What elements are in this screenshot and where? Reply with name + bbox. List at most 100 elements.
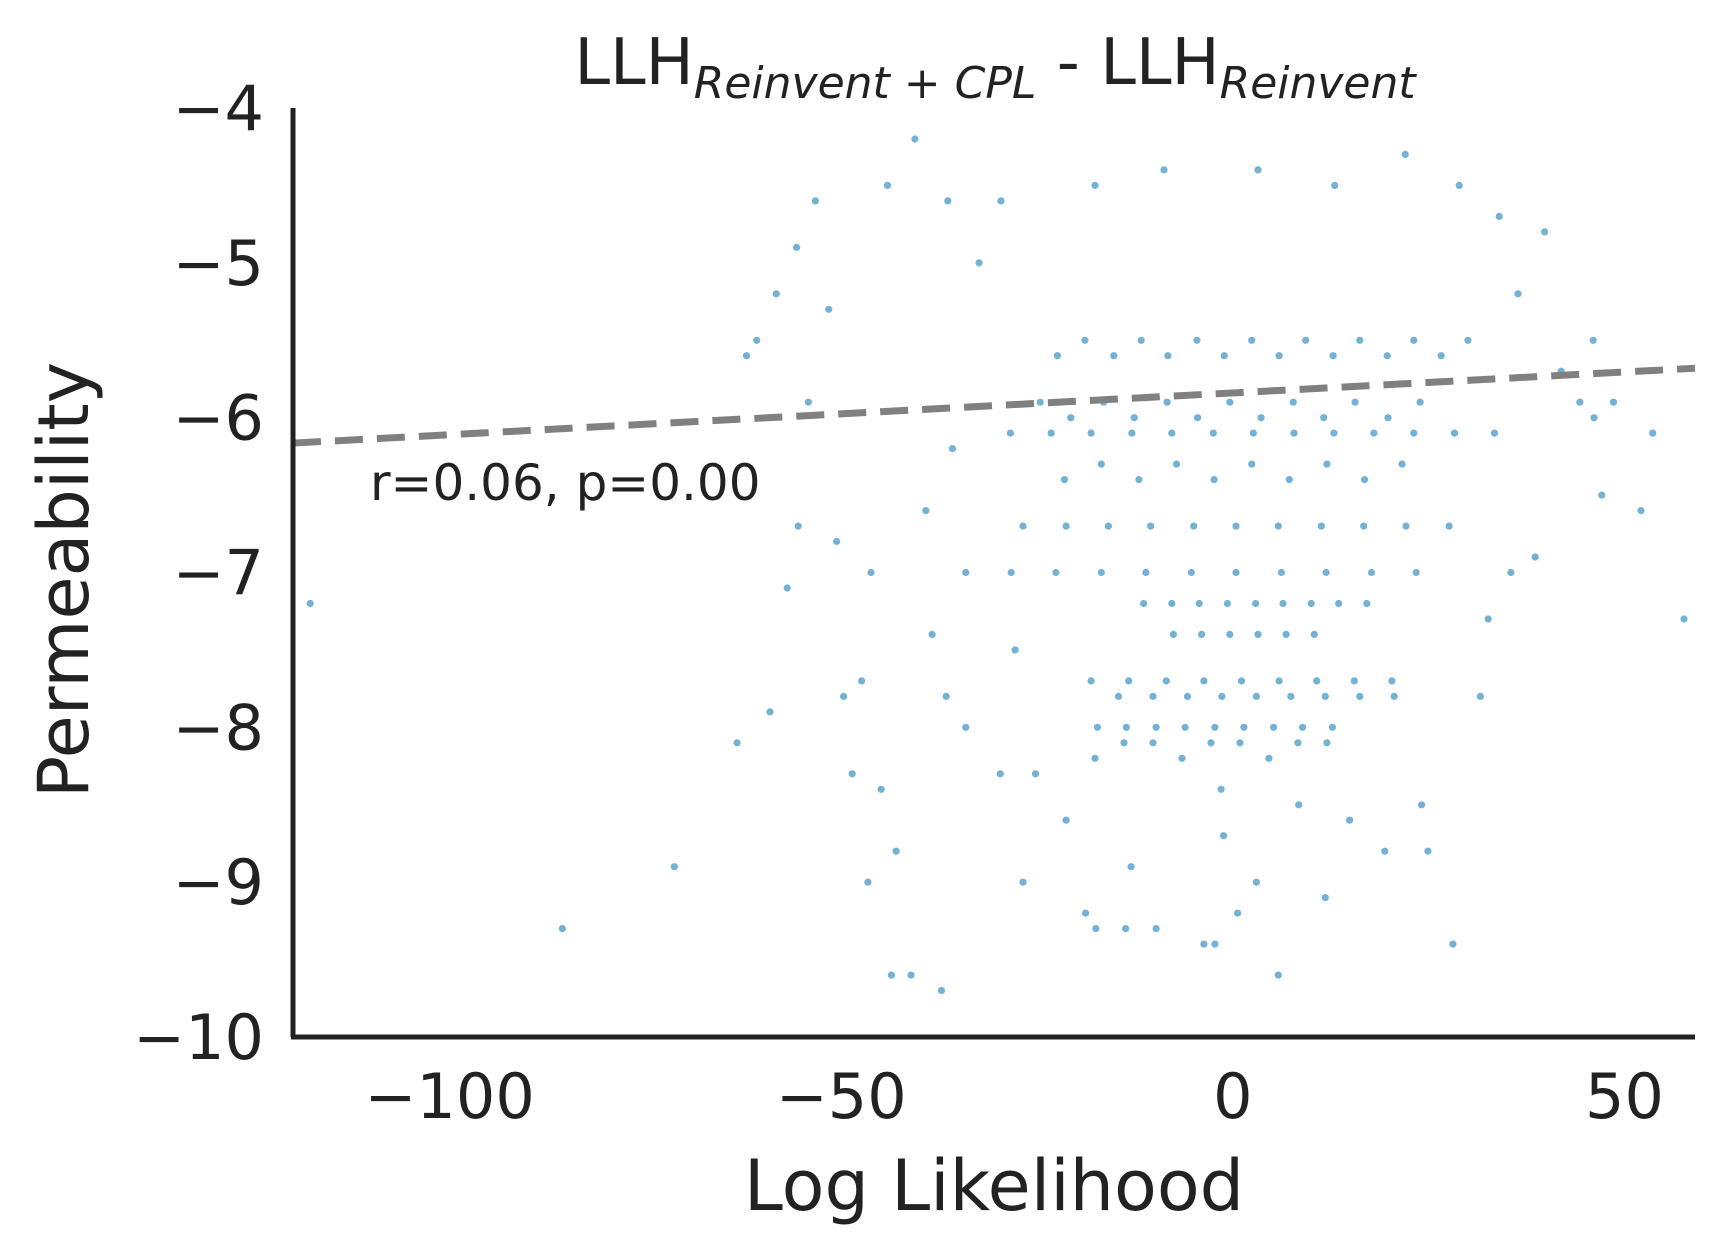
data-point	[1277, 568, 1285, 577]
data-point	[1122, 723, 1130, 731]
data-point	[742, 352, 751, 360]
data-point	[1330, 429, 1338, 437]
data-point	[1163, 398, 1171, 406]
data-point	[1484, 615, 1492, 623]
data-point	[1130, 414, 1138, 422]
data-point	[1082, 909, 1090, 917]
data-point	[887, 971, 896, 979]
data-point	[1209, 429, 1217, 437]
data-point	[1398, 460, 1406, 468]
title-subscript-1: Reinvent + CPL	[694, 58, 1037, 109]
data-point	[1169, 630, 1177, 639]
data-point	[1363, 599, 1371, 608]
data-point	[1424, 847, 1432, 855]
title-subscript-2: Reinvent	[1220, 58, 1418, 109]
y-tick-label: −7	[173, 537, 264, 610]
data-point	[1114, 692, 1123, 701]
data-point	[1275, 677, 1283, 685]
data-point	[1193, 336, 1201, 344]
data-point	[558, 925, 567, 933]
x-tick-label: −50	[776, 1060, 907, 1133]
data-point	[1097, 568, 1105, 577]
data-point	[1287, 692, 1295, 701]
data-point	[1317, 522, 1325, 530]
data-point	[1219, 832, 1228, 840]
data-point	[1178, 754, 1186, 762]
data-point	[1418, 801, 1426, 809]
data-point	[1147, 522, 1155, 530]
data-point	[1589, 336, 1597, 344]
data-point	[962, 723, 970, 731]
data-point	[928, 630, 936, 639]
data-point	[794, 522, 802, 530]
data-point	[1152, 925, 1160, 933]
data-point	[1234, 909, 1242, 917]
data-point	[1331, 181, 1339, 189]
data-point	[1006, 429, 1015, 437]
data-point	[1160, 166, 1168, 174]
title-separator: - LLH	[1036, 26, 1219, 100]
data-point	[1172, 460, 1181, 468]
data-point	[670, 863, 679, 871]
data-point	[1590, 414, 1598, 422]
data-point	[892, 847, 900, 855]
data-point	[1289, 398, 1297, 406]
data-point	[1226, 398, 1234, 406]
data-point	[848, 770, 856, 778]
data-point	[1410, 429, 1418, 437]
data-point	[1047, 429, 1055, 437]
data-point	[1217, 785, 1225, 793]
data-point	[793, 243, 801, 251]
data-point	[1062, 522, 1070, 530]
data-point	[1321, 894, 1329, 902]
data-point	[1218, 692, 1226, 701]
data-point	[1195, 599, 1203, 608]
data-point	[1279, 599, 1287, 608]
data-point	[1307, 599, 1315, 608]
data-point	[1252, 692, 1260, 701]
x-tick-label: 0	[1213, 1060, 1252, 1133]
data-point	[1274, 971, 1282, 979]
data-point	[1367, 568, 1376, 577]
data-point	[1680, 615, 1688, 623]
data-point	[753, 336, 761, 344]
data-point	[1140, 599, 1148, 608]
y-tick-label: −8	[173, 691, 264, 764]
data-point	[811, 197, 820, 205]
data-point	[1120, 739, 1128, 747]
data-point	[1609, 398, 1618, 406]
data-point	[1011, 646, 1019, 654]
data-point	[1285, 476, 1293, 484]
data-point	[1335, 599, 1343, 608]
data-point	[1252, 878, 1260, 886]
data-point	[1295, 801, 1303, 809]
data-point	[1211, 940, 1219, 948]
data-point	[1207, 739, 1215, 747]
data-point	[1232, 522, 1240, 530]
data-point	[1410, 336, 1418, 344]
data-point	[1412, 568, 1420, 577]
data-point	[1390, 692, 1398, 701]
data-point	[1110, 352, 1118, 360]
data-point	[1302, 336, 1310, 344]
data-point	[922, 507, 930, 515]
data-point	[1087, 429, 1095, 437]
data-point	[1637, 507, 1645, 515]
data-point	[1240, 723, 1248, 731]
data-point	[1360, 522, 1368, 530]
data-point	[1257, 414, 1265, 422]
data-point	[1507, 568, 1515, 577]
data-point	[1328, 723, 1336, 731]
data-point	[1060, 476, 1069, 484]
data-point	[1125, 677, 1133, 685]
data-point	[1310, 630, 1318, 639]
data-point	[1388, 677, 1396, 685]
data-point	[1346, 816, 1354, 824]
data-point	[1383, 352, 1391, 360]
data-point	[1416, 398, 1424, 406]
x-tick-label: 50	[1585, 1060, 1664, 1133]
data-point	[1356, 692, 1364, 701]
data-point	[1200, 677, 1208, 685]
data-point	[1127, 863, 1135, 871]
